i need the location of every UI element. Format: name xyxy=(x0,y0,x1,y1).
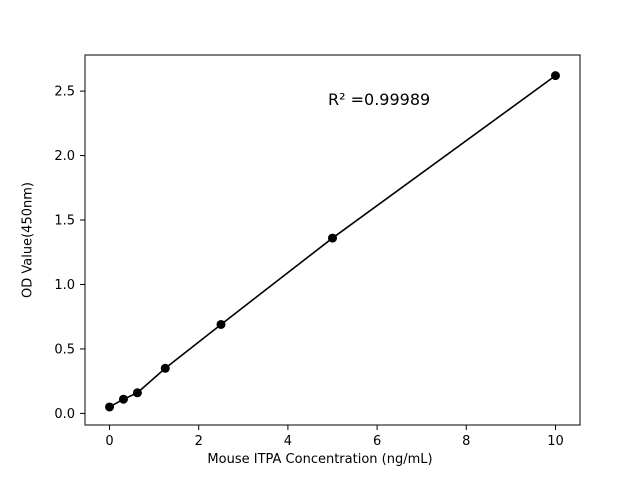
data-point xyxy=(328,233,337,243)
y-axis-label: OD Value(450nm) xyxy=(20,182,36,298)
data-point xyxy=(132,388,142,398)
y-tick-label: 0.5 xyxy=(54,342,75,357)
y-tick-label: 1.5 xyxy=(54,214,75,229)
y-tick-label: 2.0 xyxy=(54,149,75,164)
x-axis-label: Mouse ITPA Concentration (ng/mL) xyxy=(207,452,433,467)
x-tick-label: 2 xyxy=(195,434,203,449)
data-point xyxy=(118,394,128,404)
y-tick-label: 1.0 xyxy=(54,278,75,293)
y-tick-label: 2.5 xyxy=(54,85,75,100)
data-point xyxy=(216,319,226,329)
x-tick-label: 10 xyxy=(547,434,564,449)
data-point xyxy=(550,71,560,81)
data-point xyxy=(160,363,170,373)
x-tick-label: 6 xyxy=(373,434,381,449)
x-tick-label: 8 xyxy=(462,434,470,449)
y-tick-label: 0.0 xyxy=(54,407,75,422)
data-point xyxy=(105,402,115,412)
x-tick-label: 4 xyxy=(284,434,292,449)
plot-area xyxy=(84,54,581,426)
x-tick-label: 0 xyxy=(105,434,113,449)
r-squared-annotation: R² =0.99989 xyxy=(328,90,431,109)
